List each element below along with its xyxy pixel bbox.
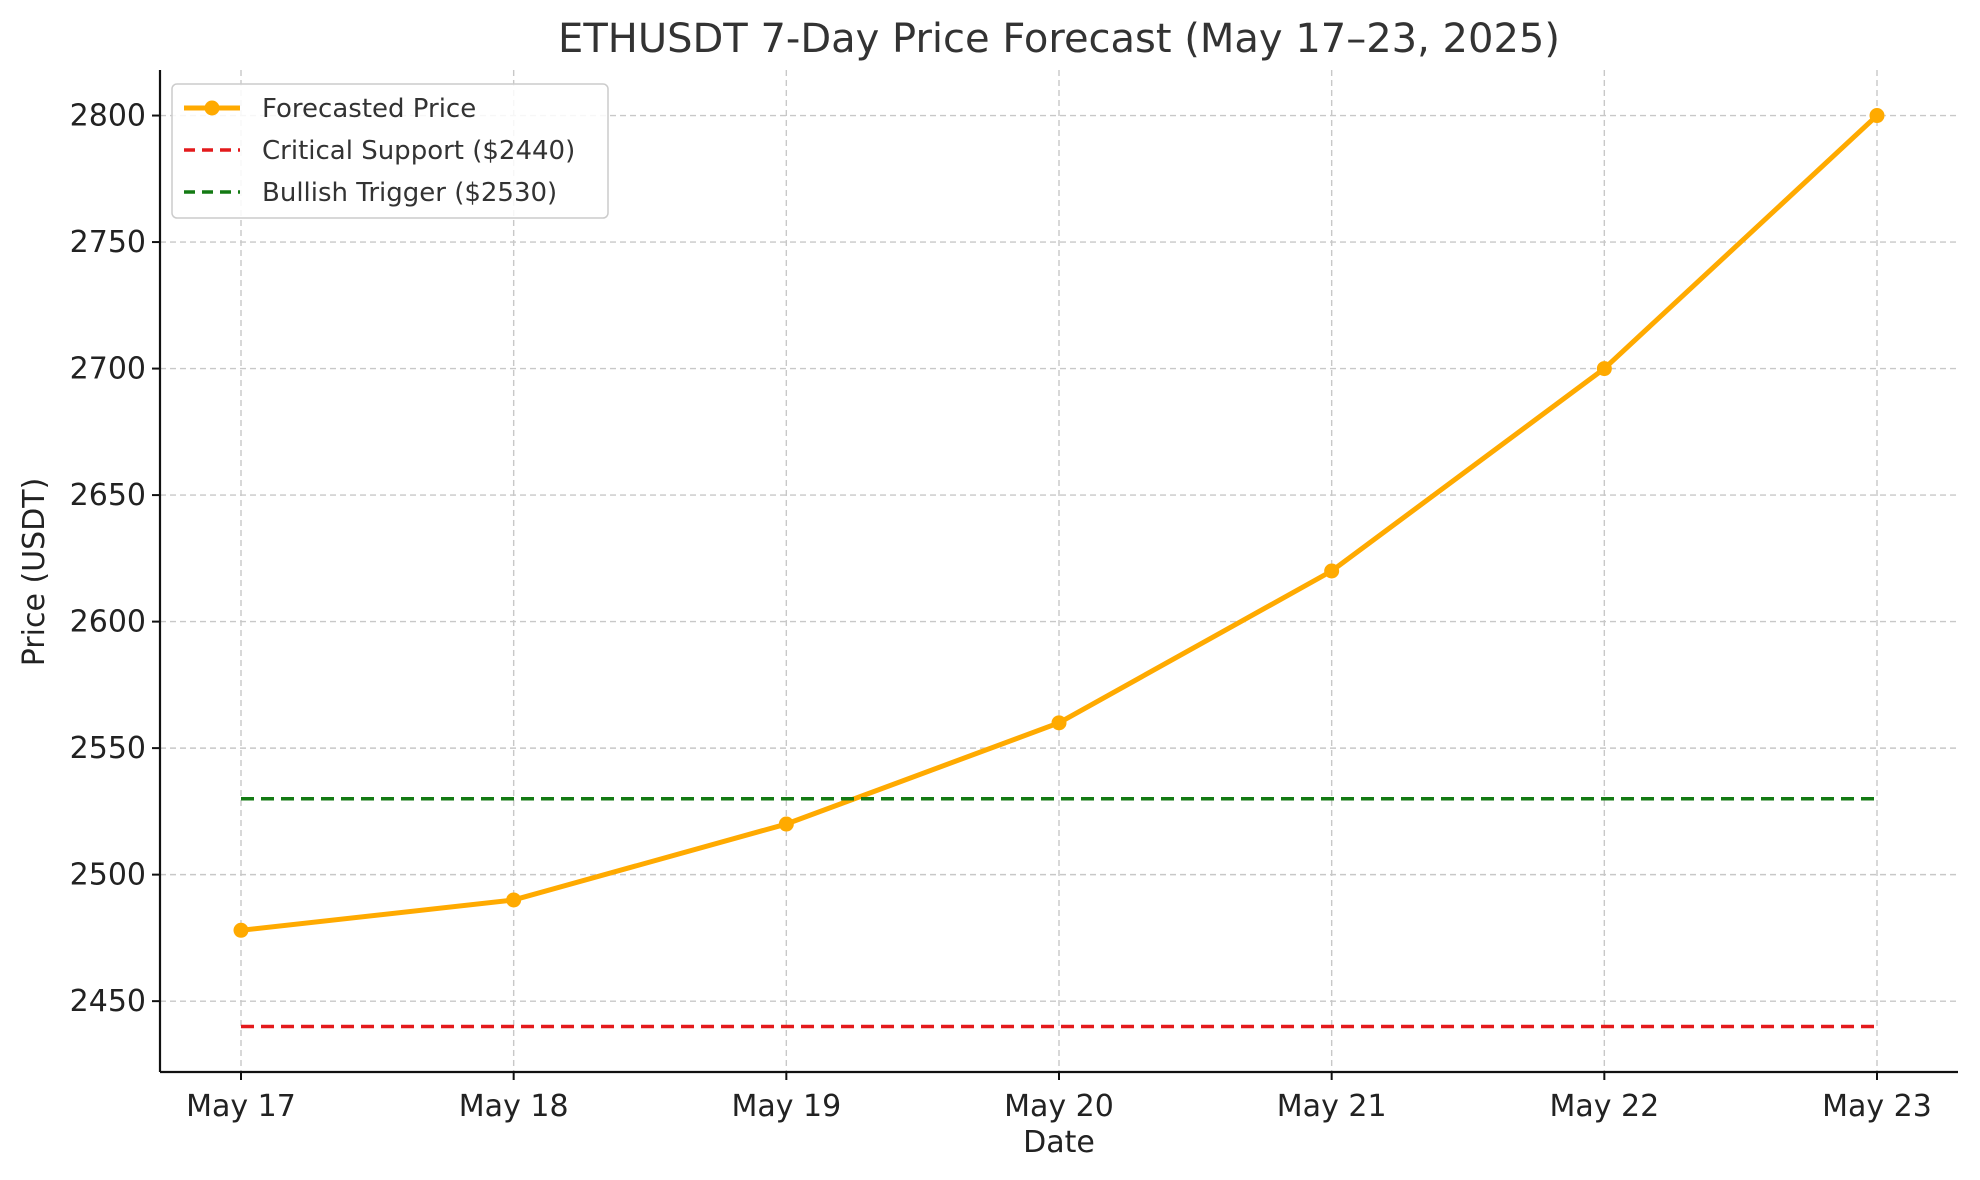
data-point: [506, 892, 522, 908]
legend-label-2: Bullish Trigger ($2530): [262, 178, 557, 208]
y-tick-label: 2450: [70, 984, 146, 1019]
y-axis-label: Price (USDT): [17, 478, 52, 667]
x-tick-label: May 23: [1822, 1089, 1932, 1124]
x-tick-label: May 18: [459, 1089, 569, 1124]
legend-label-1: Critical Support ($2440): [262, 136, 575, 166]
data-point: [233, 922, 249, 938]
legend-box: [171, 83, 609, 219]
y-tick-label: 2500: [70, 858, 146, 893]
grid: [160, 70, 1958, 1072]
data-point: [1324, 563, 1340, 579]
data-point: [1869, 108, 1885, 124]
y-tick-label: 2800: [70, 99, 146, 134]
x-tick-label: May 17: [186, 1089, 296, 1124]
y-tick-label: 2700: [70, 352, 146, 387]
y-tick-label: 2650: [70, 478, 146, 513]
legend-marker: [204, 100, 220, 116]
y-tick-label: 2750: [70, 225, 146, 260]
data-point: [778, 816, 794, 832]
legend-label-0: Forecasted Price: [262, 94, 476, 124]
chart-title: ETHUSDT 7-Day Price Forecast (May 17–23,…: [558, 16, 1560, 62]
data-point: [1051, 715, 1067, 731]
y-tick-label: 2600: [70, 605, 146, 640]
x-tick-label: May 21: [1277, 1089, 1387, 1124]
legend: Forecasted Price Critical Support ($2440)…: [171, 83, 609, 219]
x-tick-label: May 20: [1004, 1089, 1114, 1124]
x-axis-label: Date: [1023, 1125, 1095, 1160]
tick-labels: May 17 May 18 May 19 May 20 May 21 May 22 May …: [70, 99, 1932, 1124]
data-point: [1596, 361, 1612, 377]
x-tick-label: May 22: [1549, 1089, 1659, 1124]
y-tick-label: 2550: [70, 731, 146, 766]
x-tick-label: May 19: [731, 1089, 841, 1124]
series-lines: [233, 108, 1885, 1029]
